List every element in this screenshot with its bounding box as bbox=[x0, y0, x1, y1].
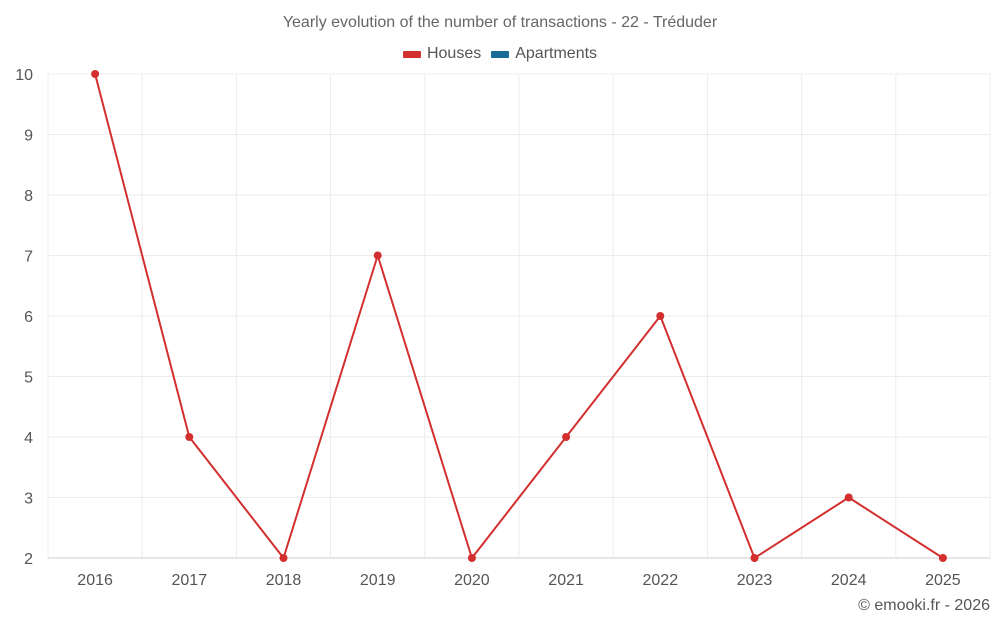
x-tick-label: 2017 bbox=[172, 572, 208, 589]
x-tick-label: 2016 bbox=[77, 572, 113, 589]
y-tick-label: 8 bbox=[24, 188, 33, 205]
data-point-houses[interactable] bbox=[656, 312, 664, 320]
data-point-houses[interactable] bbox=[374, 252, 382, 260]
data-point-houses[interactable] bbox=[185, 433, 193, 441]
x-tick-label: 2021 bbox=[548, 572, 584, 589]
y-tick-label: 6 bbox=[24, 309, 33, 326]
chart-plot: 2 3 4 5 6 7 8 9 10 2016 2017 2018 2019 2020 2021 2022 20… bbox=[0, 0, 1000, 625]
x-tick-label: 2025 bbox=[925, 572, 961, 589]
x-tick-label: 2022 bbox=[643, 572, 679, 589]
x-tick-label: 2018 bbox=[266, 572, 302, 589]
x-tick-label: 2020 bbox=[454, 572, 490, 589]
data-point-houses[interactable] bbox=[845, 494, 853, 502]
data-point-houses[interactable] bbox=[939, 554, 947, 562]
credit-text: © emooki.fr - 2026 bbox=[858, 597, 990, 615]
data-point-houses[interactable] bbox=[468, 554, 476, 562]
x-tick-label: 2023 bbox=[737, 572, 773, 589]
y-tick-label: 4 bbox=[24, 430, 33, 447]
x-tick-label: 2019 bbox=[360, 572, 396, 589]
y-tick-label: 5 bbox=[24, 370, 33, 387]
y-tick-label: 9 bbox=[24, 128, 33, 145]
y-tick-label: 7 bbox=[24, 249, 33, 266]
y-tick-label: 2 bbox=[24, 551, 33, 568]
data-point-houses[interactable] bbox=[91, 70, 99, 78]
y-tick-label: 10 bbox=[15, 67, 33, 84]
data-point-houses[interactable] bbox=[562, 433, 570, 441]
data-point-houses[interactable] bbox=[280, 554, 288, 562]
data-point-houses[interactable] bbox=[751, 554, 759, 562]
x-tick-label: 2024 bbox=[831, 572, 867, 589]
y-tick-label: 3 bbox=[24, 491, 33, 508]
